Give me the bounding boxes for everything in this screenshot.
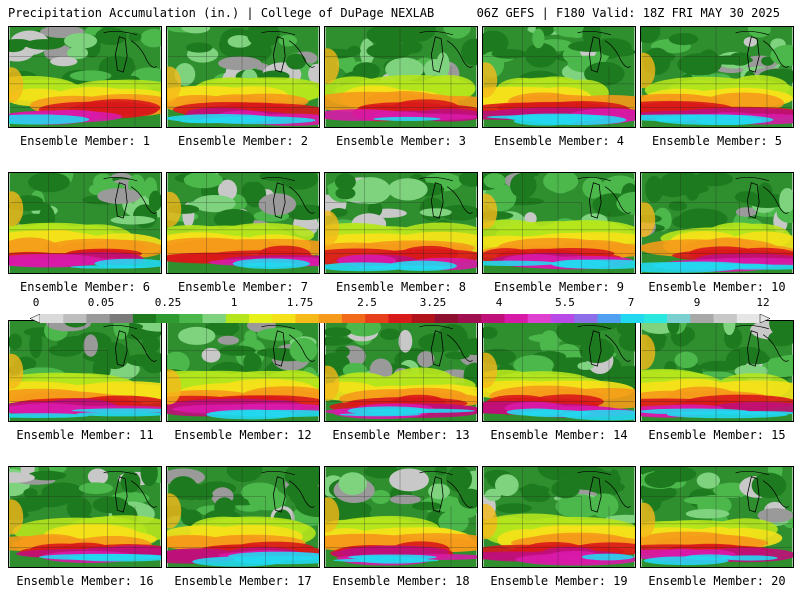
colorbar-tick-label: 9 [693, 296, 701, 309]
colorbar-swatch [388, 314, 412, 323]
ensemble-member-map [166, 466, 320, 568]
ensemble-member-label: Ensemble Member: 5 [651, 134, 783, 148]
colorbar-right-arrow [759, 313, 771, 324]
ensemble-member-label: Ensemble Member: 2 [177, 134, 309, 148]
model-run-info: 06Z GEFS | F180 Valid: 18Z FRI MAY 30 20… [476, 6, 780, 20]
ensemble-member-map [324, 320, 478, 422]
colorbar-swatch [295, 314, 320, 323]
ensemble-member-map [166, 26, 320, 128]
colorbar-tick-label: 2.5 [357, 296, 377, 309]
ensemble-member-map [324, 466, 478, 568]
colorbar-swatch [458, 314, 482, 323]
colorbar-swatch [481, 314, 505, 323]
colorbar-tick-label: 1.75 [286, 296, 314, 309]
ensemble-member-map [8, 466, 162, 568]
ensemble-member-map [640, 172, 794, 274]
ensemble-member-map [324, 172, 478, 274]
map-title: Precipitation Accumulation (in.) | Colle… [8, 6, 435, 20]
colorbar-swatch [736, 314, 761, 323]
ensemble-member-label: Ensemble Member: 19 [490, 574, 628, 588]
ensemble-member-map [640, 26, 794, 128]
colorbar-swatch [690, 314, 714, 323]
colorbar-swatch [341, 314, 366, 323]
colorbar-swatch [550, 314, 575, 323]
colorbar-swatch [574, 314, 598, 323]
ensemble-member-map [640, 320, 794, 422]
ensemble-member-label: Ensemble Member: 14 [490, 428, 628, 442]
ensemble-member-label: Ensemble Member: 1 [19, 134, 151, 148]
colorbar-swatch [63, 314, 87, 323]
colorbar-swatch [86, 314, 110, 323]
precipitation-colorbar [29, 308, 771, 324]
colorbar-left-arrow [29, 313, 41, 324]
colorbar-swatch [109, 314, 134, 323]
ensemble-member-map [482, 466, 636, 568]
ensemble-member-map [482, 320, 636, 422]
ensemble-member-map [166, 320, 320, 422]
ensemble-member-label: Ensemble Member: 10 [648, 280, 786, 294]
ensemble-member-map [640, 466, 794, 568]
colorbar-swatch [620, 314, 645, 323]
colorbar-tick-label: 3.25 [419, 296, 447, 309]
colorbar-tick-label: 0.05 [87, 296, 115, 309]
ensemble-member-label: Ensemble Member: 16 [16, 574, 154, 588]
colorbar-swatch [504, 314, 529, 323]
ensemble-member-map [8, 26, 162, 128]
ensemble-member-label: Ensemble Member: 18 [332, 574, 470, 588]
colorbar-swatch [667, 314, 691, 323]
colorbar-swatch [365, 314, 389, 323]
colorbar-swatch [272, 314, 296, 323]
ensemble-member-label: Ensemble Member: 11 [16, 428, 154, 442]
ensemble-member-label: Ensemble Member: 6 [19, 280, 151, 294]
ensemble-member-map [482, 26, 636, 128]
ensemble-member-map [8, 320, 162, 422]
ensemble-member-label: Ensemble Member: 3 [335, 134, 467, 148]
colorbar-tick-label: 12 [756, 296, 770, 309]
ensemble-member-map [482, 172, 636, 274]
colorbar-swatch [225, 314, 250, 323]
ensemble-member-label: Ensemble Member: 20 [648, 574, 786, 588]
colorbar-tick-label: 7 [627, 296, 635, 309]
colorbar-tick-label: 0 [32, 296, 40, 309]
ensemble-member-label: Ensemble Member: 15 [648, 428, 786, 442]
colorbar-swatch [527, 314, 552, 323]
ensemble-member-label: Ensemble Member: 12 [174, 428, 312, 442]
ensemble-member-map [8, 172, 162, 274]
colorbar-swatch [597, 314, 621, 323]
ensemble-member-label: Ensemble Member: 8 [335, 280, 467, 294]
ensemble-member-label: Ensemble Member: 13 [332, 428, 470, 442]
colorbar-swatch [40, 314, 64, 323]
colorbar-swatch [318, 314, 343, 323]
ensemble-member-label: Ensemble Member: 4 [493, 134, 625, 148]
colorbar-swatch [156, 314, 180, 323]
colorbar-tick-label: 0.25 [154, 296, 182, 309]
ensemble-member-label: Ensemble Member: 7 [177, 280, 309, 294]
colorbar-swatch [411, 314, 436, 323]
ensemble-member-map [324, 26, 478, 128]
colorbar-swatch [132, 314, 157, 323]
colorbar-tick-label: 5.5 [555, 296, 575, 309]
colorbar-swatch [249, 314, 273, 323]
colorbar-swatch [713, 314, 738, 323]
colorbar-tick-label: 4 [495, 296, 503, 309]
colorbar-swatch [434, 314, 459, 323]
colorbar-swatch [202, 314, 227, 323]
colorbar-tick-label: 1 [230, 296, 238, 309]
ensemble-member-label: Ensemble Member: 17 [174, 574, 312, 588]
colorbar-swatch [179, 314, 203, 323]
ensemble-member-label: Ensemble Member: 9 [493, 280, 625, 294]
colorbar-swatch [643, 314, 668, 323]
ensemble-member-map [166, 172, 320, 274]
